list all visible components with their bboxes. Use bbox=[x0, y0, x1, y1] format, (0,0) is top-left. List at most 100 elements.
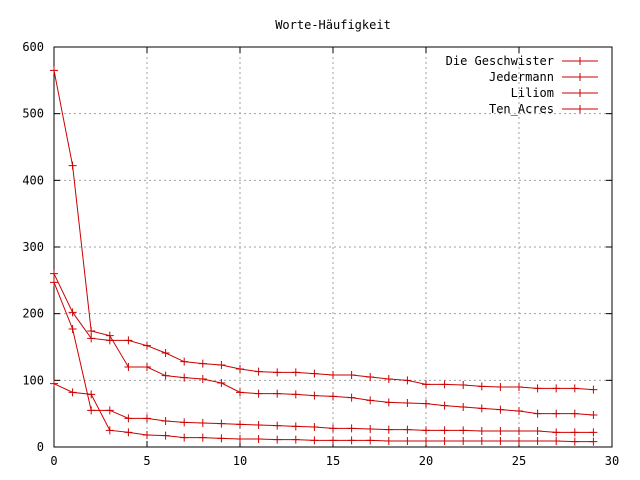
y-tick-label: 400 bbox=[22, 173, 44, 187]
y-tick-label: 100 bbox=[22, 373, 44, 387]
data-point bbox=[310, 369, 319, 378]
data-point bbox=[552, 428, 561, 437]
legend-marker bbox=[576, 57, 584, 65]
data-point bbox=[477, 404, 486, 413]
data-point bbox=[143, 341, 151, 350]
data-point bbox=[366, 425, 375, 433]
data-point bbox=[50, 278, 58, 287]
grid-layer bbox=[54, 47, 612, 447]
data-point bbox=[273, 368, 282, 377]
data-point bbox=[533, 409, 542, 418]
data-point bbox=[403, 399, 412, 407]
series-jedermann bbox=[50, 269, 598, 394]
data-point bbox=[403, 437, 412, 445]
data-point bbox=[217, 361, 226, 369]
data-point bbox=[310, 423, 319, 431]
data-point bbox=[459, 437, 468, 445]
y-tick-label: 500 bbox=[22, 107, 44, 121]
data-point bbox=[589, 411, 598, 419]
data-point bbox=[236, 388, 244, 397]
data-point bbox=[50, 66, 58, 75]
series-die-geschwister bbox=[50, 66, 598, 419]
data-point bbox=[236, 435, 244, 443]
data-point bbox=[347, 424, 356, 433]
data-point bbox=[68, 388, 77, 397]
chart-title: Worte-Häufigkeit bbox=[275, 18, 391, 32]
data-point bbox=[124, 414, 133, 423]
data-point bbox=[124, 428, 133, 437]
data-point bbox=[291, 390, 300, 399]
data-point bbox=[236, 420, 244, 429]
data-point bbox=[105, 406, 114, 415]
legend-marker bbox=[576, 105, 584, 113]
data-point bbox=[180, 357, 189, 366]
data-point bbox=[254, 367, 263, 376]
data-point bbox=[496, 437, 505, 445]
data-point bbox=[570, 384, 579, 393]
data-point bbox=[347, 371, 356, 379]
data-point bbox=[459, 426, 468, 435]
data-point bbox=[515, 383, 523, 391]
data-point bbox=[533, 384, 542, 393]
data-point bbox=[552, 384, 561, 393]
data-point bbox=[570, 437, 579, 446]
data-point bbox=[87, 334, 96, 343]
data-point bbox=[589, 428, 598, 437]
data-point bbox=[533, 427, 542, 435]
data-point bbox=[161, 371, 170, 380]
data-point bbox=[329, 371, 337, 379]
data-point bbox=[384, 437, 393, 445]
data-point bbox=[68, 161, 77, 170]
data-point bbox=[515, 437, 523, 445]
data-point bbox=[589, 437, 598, 446]
legend-marker bbox=[576, 73, 584, 81]
data-point bbox=[496, 427, 505, 435]
data-point bbox=[50, 269, 58, 278]
data-point bbox=[236, 365, 244, 373]
data-point bbox=[384, 375, 393, 383]
data-point bbox=[589, 385, 598, 394]
data-point bbox=[198, 433, 207, 442]
data-point bbox=[403, 425, 412, 434]
data-point bbox=[198, 375, 207, 383]
data-point bbox=[440, 380, 449, 389]
data-point bbox=[105, 336, 114, 345]
x-tick-label: 0 bbox=[50, 454, 57, 468]
data-point bbox=[515, 427, 523, 435]
data-point bbox=[552, 409, 561, 418]
x-tick-label: 25 bbox=[512, 454, 526, 468]
legend-marker bbox=[576, 89, 584, 97]
data-point bbox=[254, 435, 263, 443]
data-point bbox=[198, 359, 207, 368]
data-point bbox=[143, 363, 151, 371]
x-tick-label: 30 bbox=[605, 454, 619, 468]
data-point bbox=[533, 437, 542, 445]
data-point bbox=[422, 380, 430, 389]
data-point bbox=[68, 308, 77, 317]
legend-label: Jedermann bbox=[489, 70, 554, 84]
data-point bbox=[291, 435, 300, 444]
data-point bbox=[273, 421, 282, 430]
data-point bbox=[329, 392, 337, 401]
data-point bbox=[459, 381, 468, 389]
data-point bbox=[459, 403, 468, 411]
data-point bbox=[198, 419, 207, 427]
x-tick-label: 5 bbox=[143, 454, 150, 468]
data-point bbox=[440, 401, 449, 410]
legend: Die Geschwister Jedermann Liliom Ten_Acres bbox=[446, 54, 598, 116]
data-point bbox=[68, 325, 77, 333]
data-point bbox=[105, 426, 114, 435]
data-point bbox=[496, 405, 505, 414]
data-point bbox=[143, 414, 151, 423]
x-tick-label: 20 bbox=[419, 454, 433, 468]
legend-label: Liliom bbox=[511, 86, 554, 100]
data-point bbox=[384, 425, 393, 434]
data-point bbox=[273, 435, 282, 444]
y-tick-label: 300 bbox=[22, 240, 44, 254]
data-point bbox=[422, 437, 430, 445]
data-point bbox=[217, 419, 226, 428]
data-point bbox=[477, 437, 486, 445]
data-point bbox=[347, 393, 356, 402]
data-point bbox=[422, 426, 430, 435]
